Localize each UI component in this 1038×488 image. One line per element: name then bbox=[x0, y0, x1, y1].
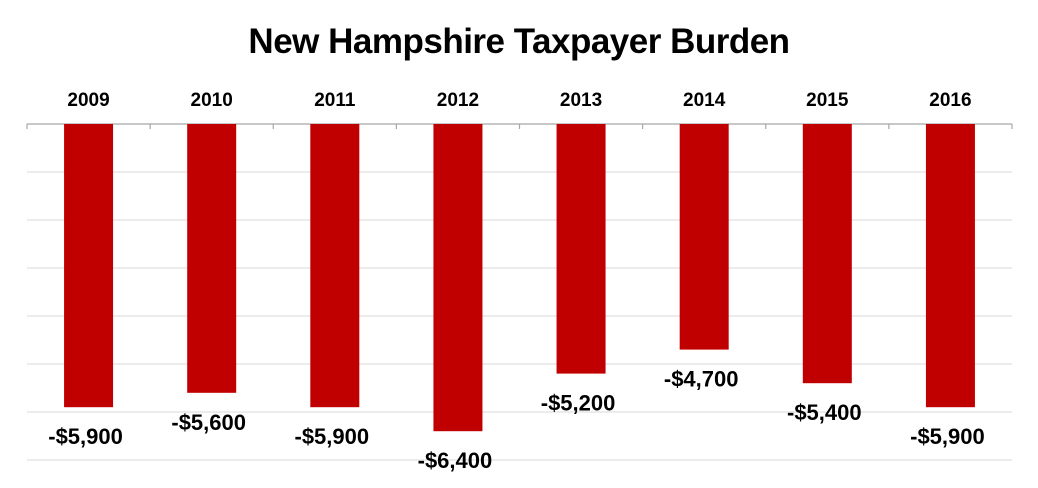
tick-label-2012: 2012 bbox=[437, 90, 479, 111]
data-label-2011: -$5,900 bbox=[295, 424, 370, 449]
bar-2009 bbox=[64, 124, 114, 408]
labels: 2009 -$5,900 2010 -$5,600 2011 -$5,900 2012 -$6… bbox=[48, 90, 985, 473]
bar-2012 bbox=[433, 124, 483, 432]
data-label-2015: -$5,400 bbox=[787, 400, 862, 425]
data-label-2012: -$6,400 bbox=[418, 448, 493, 473]
bar-2014 bbox=[679, 124, 729, 350]
data-label-2010: -$5,600 bbox=[171, 410, 246, 435]
bar-2011 bbox=[310, 124, 360, 408]
bar-2010 bbox=[187, 124, 237, 393]
tick-label-2010: 2010 bbox=[191, 90, 233, 111]
tick-label-2016: 2016 bbox=[929, 90, 971, 111]
data-label-2013: -$5,200 bbox=[541, 391, 616, 416]
tick-label-2011: 2011 bbox=[314, 90, 356, 111]
data-label-2014: -$4,700 bbox=[664, 367, 739, 392]
data-label-2016: -$5,900 bbox=[910, 424, 985, 449]
bar-2015 bbox=[802, 124, 852, 384]
bar-2013 bbox=[556, 124, 606, 374]
tick-label-2014: 2014 bbox=[683, 90, 726, 111]
category-axis bbox=[26, 123, 1013, 129]
tick-label-2013: 2013 bbox=[560, 90, 602, 111]
tick-label-2015: 2015 bbox=[806, 90, 849, 111]
bars bbox=[64, 124, 975, 432]
data-label-2009: -$5,900 bbox=[48, 424, 123, 449]
tick-label-2009: 2009 bbox=[67, 90, 109, 111]
chart-title: New Hampshire Taxpayer Burden bbox=[248, 22, 790, 61]
bar-2016 bbox=[925, 124, 975, 408]
